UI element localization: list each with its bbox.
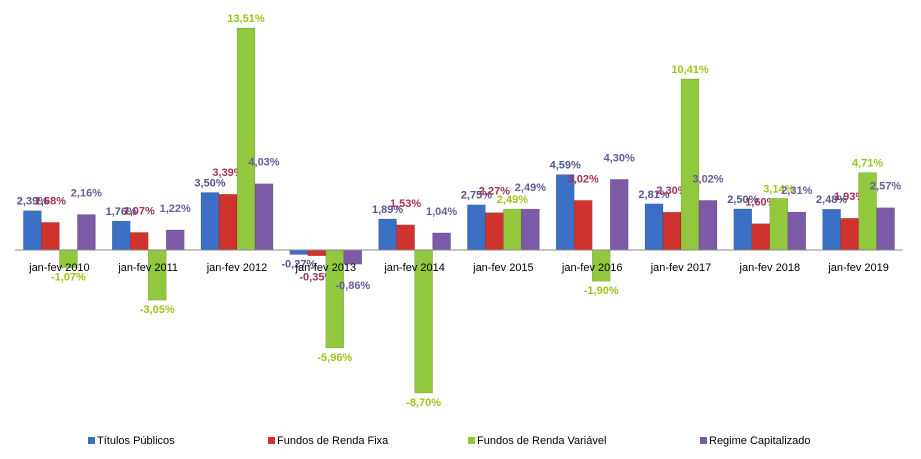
bar: [876, 207, 895, 251]
x-tick-label: jan-fev 2010: [28, 262, 90, 274]
value-label: 2,50%: [727, 194, 758, 206]
value-label: -5,96%: [317, 352, 352, 364]
value-label: 3,02%: [568, 173, 599, 185]
bar: [822, 209, 841, 251]
legend-label: Títulos Públicos: [97, 435, 175, 447]
bar: [662, 211, 682, 251]
x-tick-label: jan-fev 2017: [650, 262, 712, 274]
bar: [644, 203, 664, 251]
bar: [432, 232, 451, 251]
bar: [769, 198, 789, 251]
legend-label: Fundos de Renda Variável: [477, 435, 606, 447]
value-label: 1,60%: [745, 197, 776, 209]
bar: [698, 200, 718, 251]
bar: [573, 200, 593, 251]
x-tick-label: jan-fev 2011: [117, 262, 178, 274]
bar: [200, 192, 220, 251]
value-label: 2,39%: [17, 196, 48, 208]
bar: [503, 208, 522, 251]
bar: [41, 222, 60, 251]
legend-swatch: [468, 437, 475, 444]
bar: [751, 223, 771, 251]
bar: [485, 212, 504, 251]
bar: [147, 249, 167, 301]
value-label: 10,41%: [671, 64, 709, 76]
value-label: 3,02%: [692, 173, 723, 185]
bar: [165, 229, 185, 251]
x-tick-label: jan-fev 2019: [827, 262, 889, 274]
value-label: 1,07%: [124, 205, 155, 217]
value-label: 1,93%: [834, 191, 865, 203]
bar: [378, 218, 397, 251]
bar: [609, 179, 629, 251]
value-label: 1,22%: [160, 203, 191, 215]
value-label: 4,71%: [852, 158, 883, 170]
bar: [840, 218, 859, 251]
x-tick-label: jan-fev 2012: [206, 262, 268, 274]
value-label: 1,89%: [372, 204, 403, 216]
bar: [680, 78, 700, 251]
legend-label: Fundos de Renda Fixa: [277, 435, 389, 447]
legend-swatch: [268, 437, 275, 444]
bar: [254, 183, 274, 251]
value-label: 2,81%: [638, 189, 669, 201]
value-label: 2,49%: [515, 182, 546, 194]
value-label: 4,59%: [550, 159, 581, 171]
value-label: 2,57%: [870, 181, 901, 193]
bar: [236, 27, 256, 251]
value-label: -0,35%: [299, 272, 334, 284]
bar: [555, 174, 575, 251]
value-label: 1,76%: [106, 206, 137, 218]
value-label: -1,90%: [584, 285, 619, 297]
value-label: 3,14%: [763, 183, 794, 195]
bar: [218, 194, 238, 251]
value-label: 3,50%: [194, 177, 225, 189]
legend-swatch: [88, 437, 95, 444]
value-label: 2,49%: [497, 194, 528, 206]
value-label: 1,04%: [426, 206, 457, 218]
value-label: 2,48%: [816, 194, 847, 206]
value-label: -1,07%: [51, 272, 86, 284]
value-label: -8,70%: [406, 397, 441, 409]
bar: [111, 220, 131, 251]
x-tick-label: jan-fev 2018: [739, 262, 801, 274]
x-tick-label: jan-fev 2016: [561, 262, 623, 274]
value-label: 2,30%: [656, 185, 687, 197]
legend-label: Regime Capitalizado: [709, 435, 811, 447]
value-label: -0,27%: [281, 258, 316, 270]
value-label: 13,51%: [227, 13, 265, 25]
bar: [521, 208, 540, 251]
legend-swatch: [700, 437, 707, 444]
value-label: 1,68%: [35, 195, 66, 207]
bar: [289, 249, 309, 255]
value-label: 2,31%: [781, 185, 812, 197]
value-label: 1,53%: [390, 198, 421, 210]
value-label: 2,27%: [479, 186, 510, 198]
x-tick-label: jan-fev 2013: [295, 262, 357, 274]
value-label: -0,86%: [335, 280, 370, 292]
value-label: 4,03%: [248, 157, 279, 169]
bar: [129, 232, 149, 251]
bar: [23, 210, 42, 251]
x-tick-label: jan-fev 2014: [383, 262, 445, 274]
bar: [307, 249, 327, 257]
value-label: 2,75%: [461, 190, 492, 202]
bar: [77, 214, 96, 251]
bar: [787, 211, 807, 251]
value-label: 2,16%: [71, 187, 102, 199]
x-tick-label: jan-fev 2015: [472, 262, 534, 274]
bar: [396, 224, 415, 251]
bar: [467, 204, 486, 251]
value-label: 3,39%: [212, 167, 243, 179]
bar: [733, 208, 753, 251]
value-label: -3,05%: [140, 304, 175, 316]
value-label: 4,30%: [604, 152, 635, 164]
